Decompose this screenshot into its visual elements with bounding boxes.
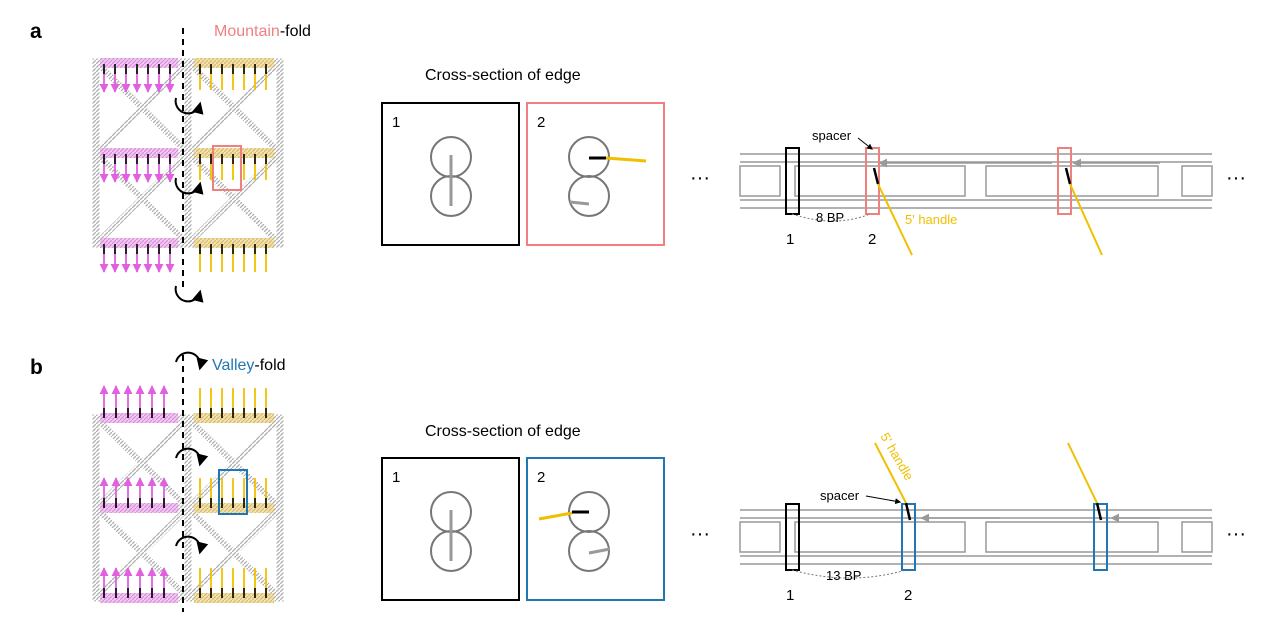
box-2-label-a: 2 bbox=[537, 114, 545, 131]
ellipsis-left-a: ··· bbox=[690, 167, 710, 189]
position-1-marker bbox=[785, 147, 800, 215]
panel-b-gold-anchors bbox=[199, 408, 267, 598]
fold-label-b: Valley-fold bbox=[212, 357, 286, 374]
gold-bar bbox=[194, 238, 274, 248]
edge-side-view-a bbox=[739, 137, 1213, 256]
panel-b: b bbox=[30, 351, 1246, 612]
cross-section-box-2-a bbox=[526, 102, 665, 246]
panel-b-letter: b bbox=[30, 356, 43, 379]
ellipsis-left-b: ··· bbox=[690, 523, 710, 545]
magenta-bar bbox=[100, 238, 178, 248]
lattice-highlight-b bbox=[218, 469, 248, 515]
rotation-arrow-icon bbox=[175, 351, 209, 371]
box-1-label-a: 1 bbox=[392, 114, 400, 131]
lattice-strut bbox=[185, 150, 283, 247]
spacer-pointer-icon bbox=[865, 495, 902, 505]
fold-label-a: Mountain-fold bbox=[214, 23, 311, 40]
box-2-label-b: 2 bbox=[537, 469, 545, 486]
gold-bar bbox=[194, 58, 274, 68]
position-2-marker bbox=[1057, 147, 1072, 215]
distance-label-a: 8 BP bbox=[816, 210, 844, 225]
cross-section-box-1-a bbox=[381, 102, 520, 246]
cross-section-title-b: Cross-section of edge bbox=[425, 423, 581, 440]
staple-strand bbox=[569, 200, 590, 206]
panel-b-lattice bbox=[92, 413, 284, 603]
lattice-strut bbox=[93, 150, 191, 247]
spacer-label-b: spacer bbox=[820, 488, 860, 503]
pos-2-label-a: 2 bbox=[868, 231, 876, 248]
magenta-bar bbox=[100, 58, 178, 68]
rotation-arrow-icon bbox=[174, 285, 204, 303]
panel-b-magenta-anchors bbox=[103, 408, 165, 598]
panel-a-letter: a bbox=[30, 20, 42, 43]
ellipsis-right-a: ··· bbox=[1226, 167, 1246, 189]
ellipsis-right-b: ··· bbox=[1226, 523, 1246, 545]
spacer-label-a: spacer bbox=[812, 128, 852, 143]
gold-bar bbox=[194, 148, 274, 158]
panel-b-rotation-arrows bbox=[175, 351, 209, 555]
helix-circle bbox=[568, 175, 610, 217]
panel-a-rotation-arrows bbox=[174, 97, 204, 303]
panel-a-magenta-anchors bbox=[103, 64, 171, 254]
magenta-bar bbox=[100, 148, 178, 158]
edge-side-view-b bbox=[739, 442, 1213, 579]
handle-label-b: 5' handle bbox=[877, 430, 916, 483]
box-1-label-b: 1 bbox=[392, 469, 400, 486]
handle-label-a: 5' handle bbox=[905, 212, 957, 227]
pos-1-label-b: 1 bbox=[786, 587, 794, 604]
distance-label-b: 13 BP bbox=[826, 568, 861, 583]
pos-2-label-b: 2 bbox=[904, 587, 912, 604]
cross-section-box-2-b bbox=[526, 457, 665, 601]
lattice-strut bbox=[93, 59, 191, 156]
rotation-arrow-icon bbox=[175, 447, 209, 467]
spacer-pointer-icon bbox=[857, 137, 873, 150]
rotation-arrow-icon bbox=[174, 97, 204, 115]
panel-a-lattice bbox=[92, 58, 284, 248]
cross-section-title-a: Cross-section of edge bbox=[425, 67, 581, 84]
rotation-arrow-icon bbox=[175, 535, 209, 555]
lattice-highlight-a bbox=[212, 145, 242, 191]
lattice-strut bbox=[185, 59, 283, 156]
cross-section-box-1-b bbox=[381, 457, 520, 601]
panel-a-gold-anchors bbox=[199, 64, 267, 254]
handle-strand bbox=[605, 156, 647, 163]
rotation-arrow-icon bbox=[174, 177, 204, 195]
pos-1-label-a: 1 bbox=[786, 231, 794, 248]
panel-a: a bbox=[30, 20, 1246, 303]
